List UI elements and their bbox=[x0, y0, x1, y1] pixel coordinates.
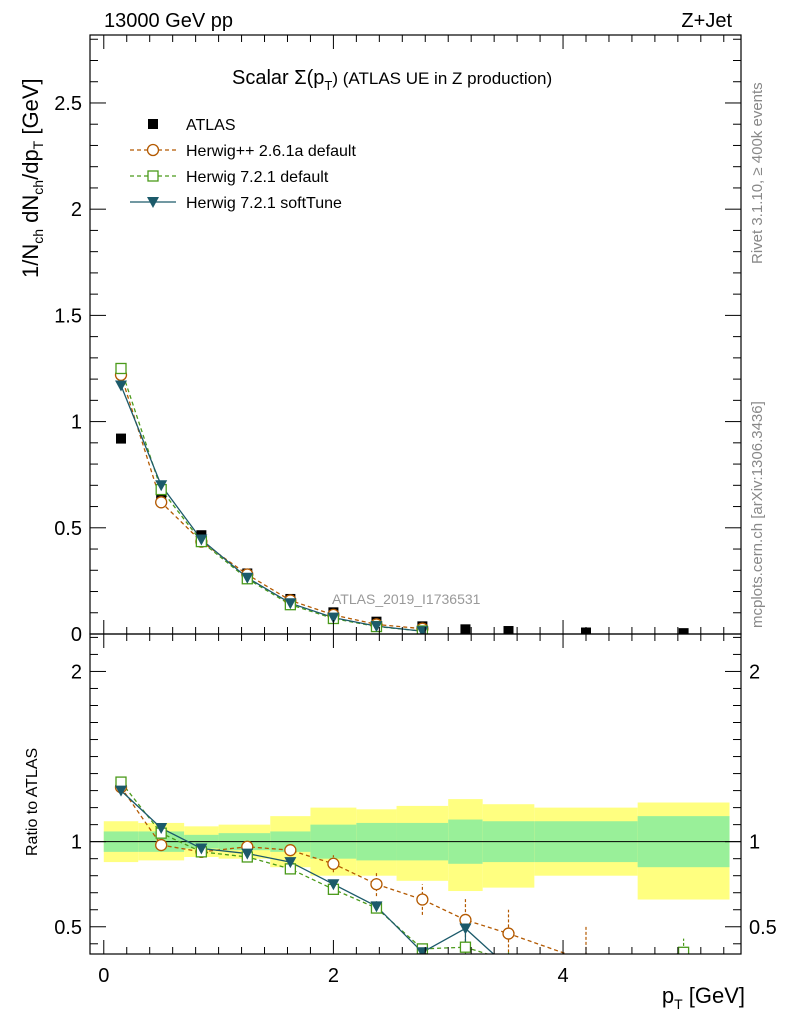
legend-entry-atlas: ATLAS bbox=[148, 117, 236, 134]
ratio-y-axis-label: Ratio to ATLAS bbox=[24, 748, 41, 856]
ratio-point-h721def bbox=[504, 956, 514, 966]
main-line-herwigpp bbox=[120, 374, 423, 630]
legend-entry-h721def: Herwig 7.2.1 default bbox=[130, 169, 329, 186]
main-point-h721soft bbox=[155, 480, 168, 492]
ratio-point-h721soft bbox=[370, 901, 383, 913]
legend-label-h721soft: Herwig 7.2.1 softTune bbox=[186, 195, 342, 212]
main-point-h721soft bbox=[370, 621, 383, 633]
y-tick-label: 1.5 bbox=[54, 305, 82, 327]
main-panel-series bbox=[114, 362, 689, 634]
main-point-h721def bbox=[115, 362, 127, 375]
ratio-point-h721def bbox=[581, 973, 591, 983]
ratio-line-h721def bbox=[120, 781, 684, 954]
ratio-y-tick-label-right: 0.5 bbox=[749, 917, 777, 939]
legend-marker-h721def bbox=[147, 170, 159, 182]
rivet-label: Rivet 3.1.10, ≥ 400k events bbox=[749, 82, 766, 264]
ratio-point-herwigpp bbox=[502, 927, 515, 940]
legend-label-herwigpp: Herwig++ 2.6.1a default bbox=[186, 143, 356, 160]
ratio-panel-series bbox=[114, 776, 690, 984]
main-y-axis-label: 1/Nch dNch/dpT [GeV] bbox=[18, 78, 46, 278]
main-point-atlas bbox=[460, 624, 471, 634]
ratio-point-herwigpp bbox=[370, 878, 383, 891]
process-label: Z+Jet bbox=[681, 10, 732, 32]
x-tick-label: 4 bbox=[557, 965, 568, 987]
main-point-h721soft bbox=[284, 598, 297, 610]
main-point-atlas bbox=[503, 626, 514, 634]
legend-label-atlas: ATLAS bbox=[186, 117, 236, 134]
mcplots-label: mcplots.cern.ch [arXiv:1306.3436] bbox=[749, 401, 766, 628]
ratio-y-tick-label-right: 1 bbox=[749, 832, 760, 854]
y-tick-label: 1 bbox=[71, 412, 82, 434]
ratio-point-herwigpp bbox=[327, 857, 340, 870]
analysis-label: ATLAS_2019_I1736531 bbox=[332, 591, 481, 607]
legend-marker-h721soft bbox=[147, 197, 159, 208]
legend-marker-herwigpp bbox=[146, 143, 160, 157]
ratio-point-h721soft bbox=[155, 823, 168, 835]
chart-title: Scalar Σ(pT) (ATLAS UE in Z production) bbox=[232, 67, 552, 93]
ratio-line-h721soft bbox=[120, 790, 495, 954]
ratio-y-tick-label: 1 bbox=[71, 832, 82, 854]
ratio-point-h721soft bbox=[241, 848, 254, 860]
y-tick-label: 2.5 bbox=[54, 93, 82, 115]
x-tick-label: 2 bbox=[328, 965, 339, 987]
ratio-point-h721def bbox=[115, 776, 127, 788]
ratio-point-h721def bbox=[459, 941, 472, 953]
ratio-point-h721soft bbox=[327, 879, 340, 891]
ratio-point-h721soft bbox=[195, 843, 208, 855]
legend-marker-atlas bbox=[148, 119, 158, 129]
ratio-point-h721def bbox=[677, 946, 690, 954]
main-point-herwigpp bbox=[155, 496, 168, 509]
axes-ticks: 0 2 4 0 0.5 1 1.5 2 2.5 0.5 0.5 1 1 2 2 bbox=[54, 35, 777, 987]
ratio-point-herwigpp bbox=[416, 893, 429, 906]
ratio-y-tick-label: 0.5 bbox=[54, 917, 82, 939]
y-tick-label: 0.5 bbox=[54, 518, 82, 540]
ratio-point-h721soft bbox=[580, 973, 592, 984]
main-line-h721soft bbox=[120, 385, 423, 632]
ratio-point-h721soft bbox=[115, 785, 127, 797]
legend-label-h721def: Herwig 7.2.1 default bbox=[186, 169, 329, 186]
ratio-point-herwigpp bbox=[155, 838, 168, 852]
main-point-h721soft bbox=[115, 380, 127, 392]
main-point-h721soft bbox=[241, 572, 254, 584]
energy-label: 13000 GeV pp bbox=[104, 10, 233, 32]
legend-entry-herwigpp: Herwig++ 2.6.1a default bbox=[130, 143, 356, 160]
x-tick-label: 0 bbox=[98, 965, 109, 987]
ratio-point-h721soft bbox=[284, 857, 297, 869]
ratio-y-tick-label-right: 2 bbox=[749, 661, 760, 683]
legend-entry-h721soft: Herwig 7.2.1 softTune bbox=[130, 195, 342, 212]
legend: ATLAS Herwig++ 2.6.1a default Herwig 7.2… bbox=[130, 117, 356, 212]
ratio-panel-frame bbox=[89, 633, 742, 955]
x-axis-label: pT [GeV] bbox=[662, 983, 745, 1012]
ratio-point-herwigpp bbox=[284, 844, 297, 857]
main-point-h721soft bbox=[195, 534, 208, 546]
ratio-point-h721soft bbox=[678, 964, 690, 975]
ratio-point-herwigpp bbox=[581, 955, 592, 966]
main-point-atlas bbox=[678, 628, 689, 634]
ratio-point-h721soft bbox=[503, 963, 515, 974]
main-point-h721soft bbox=[327, 612, 340, 624]
y-tick-label: 0 bbox=[71, 624, 82, 646]
ratio-uncertainty-band bbox=[90, 799, 741, 900]
ratio-y-tick-label: 2 bbox=[71, 661, 82, 683]
y-tick-label: 2 bbox=[71, 199, 82, 221]
ratio-point-h721soft bbox=[459, 923, 472, 935]
main-point-atlas bbox=[116, 433, 126, 444]
